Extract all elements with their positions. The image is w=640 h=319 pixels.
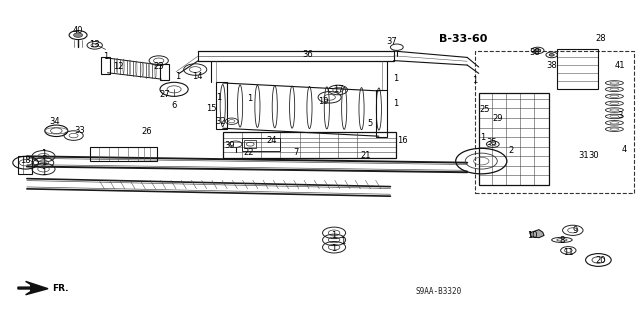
Polygon shape xyxy=(530,230,544,238)
Text: 11: 11 xyxy=(563,248,573,256)
Circle shape xyxy=(74,33,83,37)
Text: 16: 16 xyxy=(397,136,407,145)
Text: 38: 38 xyxy=(547,61,557,70)
Text: 9: 9 xyxy=(572,226,577,235)
Text: 4: 4 xyxy=(621,145,627,154)
Text: 32: 32 xyxy=(216,117,226,126)
Text: 39: 39 xyxy=(224,141,234,150)
Text: 1: 1 xyxy=(247,94,252,103)
Text: 28: 28 xyxy=(595,34,605,43)
Text: 40: 40 xyxy=(73,26,83,35)
Text: 7: 7 xyxy=(293,148,298,157)
Text: 25: 25 xyxy=(480,105,490,114)
Text: 27: 27 xyxy=(160,90,170,99)
Bar xyxy=(376,90,387,137)
Bar xyxy=(160,64,169,80)
Text: 13: 13 xyxy=(90,40,100,48)
Text: 23: 23 xyxy=(154,63,164,71)
Text: 26: 26 xyxy=(142,127,152,136)
Text: 1: 1 xyxy=(472,76,477,85)
Text: 1: 1 xyxy=(216,93,221,102)
Bar xyxy=(557,49,598,89)
Text: 3: 3 xyxy=(617,111,622,120)
Text: 20: 20 xyxy=(595,256,605,265)
Bar xyxy=(475,51,634,193)
Text: 17: 17 xyxy=(333,85,343,94)
Text: 1: 1 xyxy=(41,158,46,167)
Text: 22: 22 xyxy=(243,148,253,157)
Text: 30: 30 xyxy=(589,151,599,160)
Text: B-33-60: B-33-60 xyxy=(439,34,488,44)
Text: 1: 1 xyxy=(340,237,345,246)
Polygon shape xyxy=(18,281,48,295)
Text: 1: 1 xyxy=(41,149,46,158)
Text: 1: 1 xyxy=(41,168,46,177)
Bar xyxy=(90,147,157,161)
Text: 29: 29 xyxy=(493,114,503,122)
Bar xyxy=(101,57,110,74)
Text: 36: 36 xyxy=(302,50,312,59)
Text: 1: 1 xyxy=(175,72,180,81)
Text: 21: 21 xyxy=(361,151,371,160)
Text: 1: 1 xyxy=(393,99,398,108)
Text: 12: 12 xyxy=(113,63,124,71)
Bar xyxy=(479,93,549,185)
Text: 14: 14 xyxy=(192,72,202,81)
Bar xyxy=(242,138,280,151)
Text: 35: 35 xyxy=(486,138,497,147)
Text: 6: 6 xyxy=(172,101,177,110)
Text: 38: 38 xyxy=(529,48,540,57)
Text: S9AA-B3320: S9AA-B3320 xyxy=(415,287,461,296)
Bar xyxy=(244,140,256,148)
Circle shape xyxy=(534,49,541,52)
Text: 41: 41 xyxy=(614,61,625,70)
Text: FR.: FR. xyxy=(52,284,69,293)
Text: 18: 18 xyxy=(20,156,31,165)
Text: 5: 5 xyxy=(367,119,372,128)
Text: 31: 31 xyxy=(579,151,589,160)
Text: 15: 15 xyxy=(206,104,216,113)
Text: 1: 1 xyxy=(332,231,337,240)
Text: 8: 8 xyxy=(559,236,564,245)
Text: 10: 10 xyxy=(527,231,538,240)
Text: 24: 24 xyxy=(267,137,277,145)
Text: 19: 19 xyxy=(318,97,328,106)
Text: 2: 2 xyxy=(508,146,513,155)
Text: 33: 33 xyxy=(75,126,85,135)
Text: 1: 1 xyxy=(393,74,398,83)
Circle shape xyxy=(549,54,554,56)
Text: 1: 1 xyxy=(103,52,108,61)
Text: 34: 34 xyxy=(49,117,60,126)
Bar xyxy=(18,156,32,174)
Bar xyxy=(216,82,227,129)
Text: 1: 1 xyxy=(332,244,337,253)
Text: 1: 1 xyxy=(481,133,486,142)
Text: 37: 37 xyxy=(387,37,397,46)
Bar xyxy=(223,132,396,158)
